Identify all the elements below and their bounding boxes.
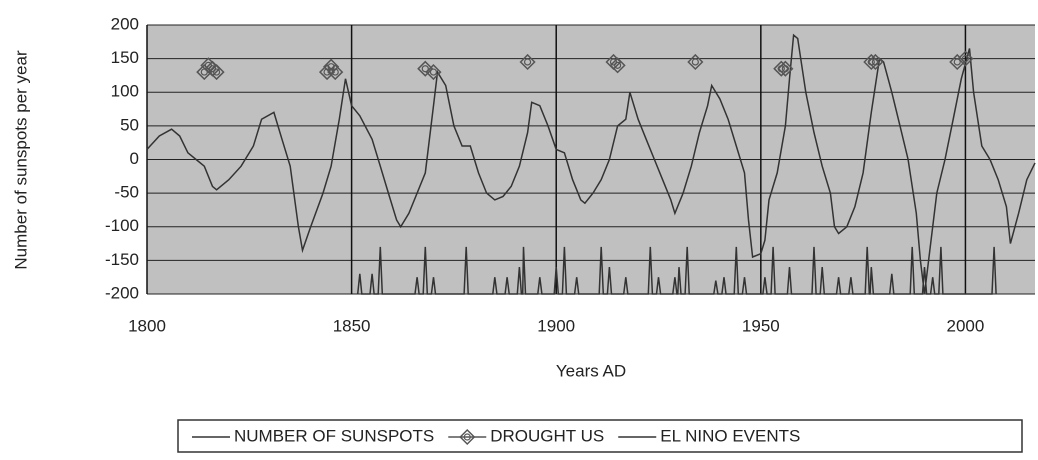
legend-box <box>177 419 1023 453</box>
marker-diamond <box>867 53 884 71</box>
drought-marker <box>867 53 884 71</box>
drought-marker <box>519 53 536 71</box>
legend-label: DROUGHT US <box>490 426 604 445</box>
marker-diamond <box>519 53 536 71</box>
drought-marker <box>459 428 476 446</box>
x-tick-label: 2000 <box>947 316 985 335</box>
x-axis-label: Years AD <box>556 361 626 380</box>
y-tick-label: -100 <box>105 216 139 235</box>
series-line <box>356 246 997 295</box>
y-tick-label: -150 <box>105 250 139 269</box>
marker-dot <box>961 55 970 63</box>
marker-dot <box>421 65 429 73</box>
marker-dot <box>871 58 880 66</box>
marker-diamond <box>687 53 704 71</box>
marker-dot <box>691 58 699 66</box>
marker-dot <box>523 58 532 66</box>
legend-item: DROUGHT US <box>448 426 604 445</box>
y-tick-label: -200 <box>105 283 139 302</box>
y-tick-label: 100 <box>111 82 139 101</box>
marker-dot <box>781 65 789 73</box>
x-tick-label: 1900 <box>537 316 575 335</box>
marker-dot <box>212 68 221 76</box>
marker-diamond <box>459 428 476 446</box>
y-tick-label: 150 <box>111 48 139 67</box>
x-tick-label: 1800 <box>128 316 166 335</box>
x-tick-label: 1850 <box>333 316 371 335</box>
y-tick-label: 0 <box>130 149 139 168</box>
drought-marker <box>327 64 344 81</box>
marker-diamond <box>208 64 225 81</box>
marker-dot <box>613 61 622 69</box>
y-tick-label: -50 <box>114 183 139 202</box>
marker-diamond <box>777 60 794 77</box>
y-axis-label: Number of sunspots per year <box>11 50 30 270</box>
marker-diamond <box>957 50 974 67</box>
marker-diamond <box>425 64 442 81</box>
legend-label: EL NINO EVENTS <box>660 426 800 445</box>
drought-marker <box>777 60 794 77</box>
drought-marker <box>687 53 704 71</box>
drought-marker <box>609 57 626 74</box>
marker-dot <box>463 433 471 441</box>
series-line <box>146 33 1036 295</box>
marker-diamond <box>609 57 626 74</box>
legend-label: NUMBER OF SUNSPOTS <box>234 426 434 445</box>
marker-dot <box>429 68 438 76</box>
marker-dot <box>331 68 339 76</box>
drought-marker <box>425 64 442 81</box>
drought-marker <box>957 50 974 67</box>
drought-marker <box>208 64 225 81</box>
legend-item: NUMBER OF SUNSPOTS <box>192 426 434 445</box>
marker-dot <box>953 58 961 66</box>
y-tick-label: 50 <box>120 115 139 134</box>
x-tick-label: 1950 <box>742 316 780 335</box>
y-tick-label: 200 <box>111 14 139 33</box>
legend-item: EL NINO EVENTS <box>618 426 800 445</box>
marker-diamond <box>327 64 344 81</box>
